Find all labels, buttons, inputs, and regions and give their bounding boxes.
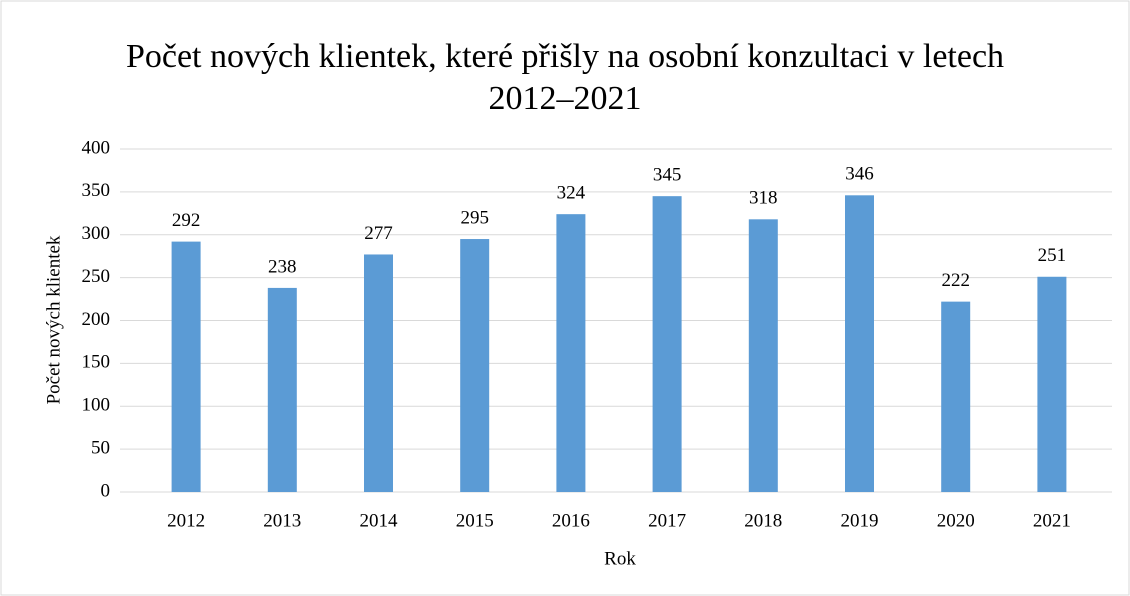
data-label: 222 xyxy=(941,270,970,291)
x-tick-label: 2012 xyxy=(167,510,205,531)
y-tick-label: 50 xyxy=(91,437,110,458)
y-tick-label: 250 xyxy=(82,266,111,287)
x-tick-label: 2013 xyxy=(263,510,301,531)
data-label: 346 xyxy=(845,164,874,185)
y-tick-label: 300 xyxy=(82,223,111,244)
x-axis-label: Rok xyxy=(604,548,636,569)
y-tick-label: 200 xyxy=(82,309,111,330)
bar xyxy=(267,287,297,492)
x-tick-label: 2020 xyxy=(937,510,975,531)
data-label: 292 xyxy=(172,210,201,231)
bar xyxy=(941,301,971,492)
x-tick-label: 2021 xyxy=(1033,510,1071,531)
bar xyxy=(460,239,490,492)
chart-title: Počet nových klientek, které přišly na o… xyxy=(125,38,1005,117)
bar xyxy=(748,219,778,492)
bar xyxy=(845,195,874,492)
x-tick-label: 2016 xyxy=(552,510,590,531)
bar xyxy=(556,214,586,493)
bar xyxy=(364,254,393,492)
y-tick-label: 350 xyxy=(82,180,111,201)
x-tick-label: 2017 xyxy=(648,510,686,531)
x-tick-label: 2015 xyxy=(456,510,494,531)
data-label: 295 xyxy=(460,207,489,228)
y-tick-label: 100 xyxy=(82,395,111,416)
bar xyxy=(171,241,201,492)
data-label: 277 xyxy=(364,223,393,244)
data-label: 238 xyxy=(268,256,297,277)
x-tick-label: 2018 xyxy=(744,510,782,531)
bar xyxy=(652,196,682,492)
data-label: 324 xyxy=(557,183,586,204)
x-tick-label: 2019 xyxy=(841,510,879,531)
y-axis-label: Počet nových klientek xyxy=(43,235,64,404)
y-tick-label: 0 xyxy=(101,480,111,501)
y-tick-label: 400 xyxy=(82,137,111,158)
data-label: 251 xyxy=(1038,245,1067,266)
y-tick-label: 150 xyxy=(82,352,111,373)
data-label: 345 xyxy=(653,165,682,186)
bar xyxy=(1037,276,1067,492)
data-label: 318 xyxy=(749,188,778,209)
x-tick-label: 2014 xyxy=(360,510,399,531)
